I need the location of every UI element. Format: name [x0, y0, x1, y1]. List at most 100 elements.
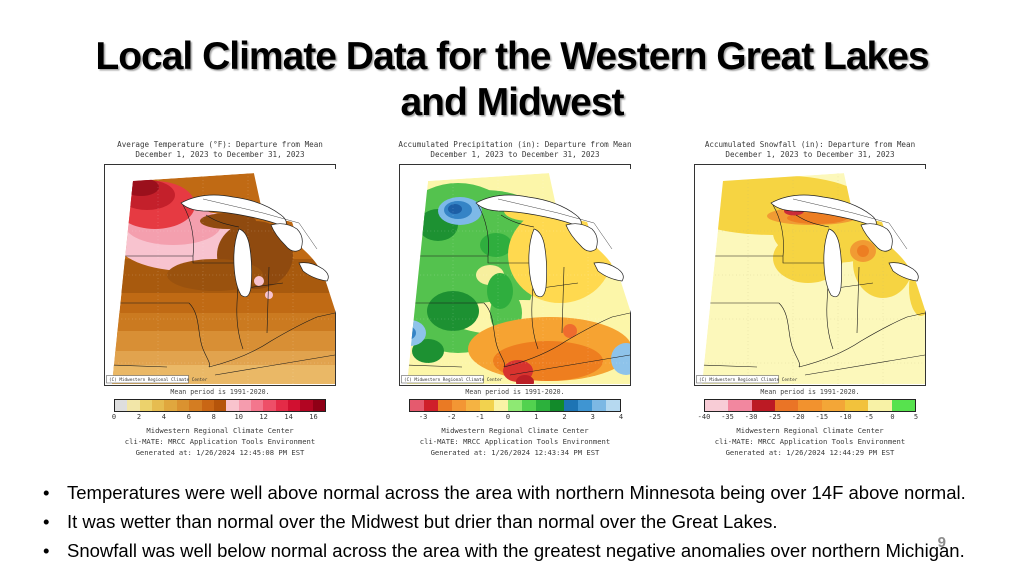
- colorbar-segment: [480, 399, 494, 411]
- lake-huron: [860, 223, 893, 252]
- bullet-item-temperature: Temperatures were well above normal acro…: [40, 481, 980, 505]
- page-title-line-1: Local Climate Data for the Western Great…: [95, 35, 929, 78]
- colorbar-segment: [226, 399, 239, 411]
- lake-michigan: [233, 228, 253, 297]
- colorbar-segment: [550, 399, 564, 411]
- map-title: Accumulated Snowfall (in): Departure fro…: [685, 140, 935, 160]
- colorbar-tick-label: -2: [447, 412, 456, 421]
- footer-generated-at: Generated at: 1/26/2024 12:43:34 PM EST: [430, 448, 600, 458]
- colorbar-segment: [127, 399, 140, 411]
- colorbar-tick-label: -15: [815, 412, 829, 421]
- colorbar-segment: [774, 399, 799, 411]
- map-footer: Midwestern Regional Climate Center cli-M…: [390, 425, 640, 458]
- temperature-map-panel: Average Temperature (°F): Departure from…: [95, 140, 345, 458]
- precipitation-colorbar: -3 -2 -1 0 1 2 3 4: [409, 398, 624, 423]
- lake-michigan: [823, 228, 843, 297]
- map-footer: Midwestern Regional Climate Center cli-M…: [685, 425, 935, 458]
- canada-mask: [843, 168, 926, 313]
- copyright-stamp: (C) Midwestern Regional Climate Center: [696, 374, 798, 383]
- page-title: Local Climate Data for the Western Great…: [52, 34, 972, 126]
- colorbar-tick-label: 0: [505, 412, 511, 421]
- map-footer: Midwestern Regional Climate Center cli-M…: [95, 425, 345, 458]
- colorbar-segment: [288, 399, 301, 411]
- international-border-line: [792, 198, 908, 249]
- footer-tool: cli-MATE: MRCC Application Tools Environ…: [124, 436, 316, 446]
- colorbar-segment: [250, 399, 264, 411]
- mean-period-note: Mean period is 1991-2020.: [760, 387, 860, 396]
- footer-org: Midwestern Regional Climate Center: [441, 425, 589, 435]
- colorbar-segment: [213, 399, 227, 411]
- bullet-item-precipitation: It was wetter than normal over the Midwe…: [40, 510, 980, 534]
- snowfall-map-panel: Accumulated Snowfall (in): Departure fro…: [685, 140, 935, 458]
- great-lakes: [475, 194, 624, 297]
- colorbar-tick-label: 3: [590, 412, 595, 421]
- bullet-list: Temperatures were well above normal acro…: [40, 481, 980, 568]
- map-title-line-2: December 1, 2023 to December 31, 2023: [135, 149, 305, 159]
- colorbar-segments: [114, 398, 326, 412]
- copyright-stamp: (C) Midwestern Regional Climate Center: [106, 374, 208, 383]
- precipitation-map-panel: Accumulated Precipitation (in): Departur…: [390, 140, 640, 458]
- lake-huron: [270, 223, 303, 252]
- colorbar-tick-label: 12: [259, 412, 268, 421]
- colorbar-segment: [152, 399, 165, 411]
- copyright-stamp: (C) Midwestern Regional Climate Center: [401, 374, 503, 383]
- colorbar-segment: [522, 399, 536, 411]
- great-lakes: [770, 194, 919, 297]
- footer-generated-at: Generated at: 1/26/2024 12:44:29 PM EST: [725, 448, 895, 458]
- colorbar-segment: [466, 399, 480, 411]
- colorbar-segment: [844, 399, 869, 411]
- lake-erie: [593, 261, 624, 282]
- map-title-line-1: Average Temperature (°F): Departure from…: [117, 140, 323, 149]
- lake-michigan: [528, 228, 548, 297]
- colorbar-tick-label: -40: [697, 412, 711, 421]
- colorbar-segment: [798, 399, 822, 411]
- colorbar-segment: [592, 399, 606, 411]
- international-border-line: [202, 198, 318, 249]
- colorbar-segment: [263, 399, 276, 411]
- colorbar-segment: [410, 399, 424, 411]
- colorbar-segment: [164, 399, 177, 411]
- colorbar-tick-label: -25: [768, 412, 781, 421]
- colorbar-tick-label: 8: [211, 412, 216, 421]
- colorbar-segment: [139, 399, 153, 411]
- bullet-item-snowfall: Snowfall was well below normal across th…: [40, 539, 980, 563]
- mean-period-note: Mean period is 1991-2020.: [170, 387, 270, 396]
- colorbar-segment: [176, 399, 190, 411]
- map-title-line-2: December 1, 2023 to December 31, 2023: [725, 149, 895, 159]
- colorbar-tick-label: 6: [186, 412, 191, 421]
- temperature-colorbar: 0 2 4 6 8 10 12 14 16: [111, 398, 326, 423]
- colorbar-segment: [312, 399, 326, 411]
- colorbar-tick-label: -20: [791, 412, 805, 421]
- footer-tool: cli-MATE: MRCC Application Tools Environ…: [419, 436, 611, 446]
- footer-org: Midwestern Regional Climate Center: [736, 425, 884, 435]
- colorbar-tick-label: -5: [864, 412, 874, 421]
- colorbar-tick-label: 4: [618, 412, 624, 421]
- footer-tool: cli-MATE: MRCC Application Tools Environ…: [714, 436, 906, 446]
- footer-org: Midwestern Regional Climate Center: [146, 425, 294, 435]
- colorbar-segments: [409, 398, 621, 412]
- lake-erie: [298, 261, 329, 282]
- precipitation-anomaly-blobs: [407, 172, 630, 384]
- precipitation-map: (C) Midwestern Regional Climate Center: [399, 163, 631, 386]
- state-borders: [702, 204, 925, 376]
- colorbar-tick-label: 14: [284, 412, 293, 421]
- colorbar-segment: [452, 399, 466, 411]
- colorbar-segment: [115, 399, 128, 411]
- colorbar-tick-label: 0: [111, 412, 117, 421]
- colorbar-segment: [238, 399, 251, 411]
- great-lakes: [180, 194, 329, 297]
- colorbar-segment: [728, 399, 752, 411]
- colorbar-segment: [275, 399, 289, 411]
- colorbar-tick-label: 5: [913, 412, 919, 421]
- colorbar-segment: [536, 399, 550, 411]
- colorbar-tick-label: 1: [534, 412, 539, 421]
- colorbar-segment: [821, 399, 845, 411]
- colorbar-tick-label: -3: [418, 412, 428, 421]
- canada-mask: [253, 168, 336, 313]
- colorbar-tick-label: -30: [744, 412, 758, 421]
- colorbar-segment: [578, 399, 592, 411]
- colorbar-tick-label: 2: [136, 412, 142, 421]
- svg-text:(C) Midwestern Regional Climat: (C) Midwestern Regional Climate Center: [109, 377, 208, 383]
- svg-text:(C) Midwestern Regional Climat: (C) Midwestern Regional Climate Center: [404, 377, 503, 383]
